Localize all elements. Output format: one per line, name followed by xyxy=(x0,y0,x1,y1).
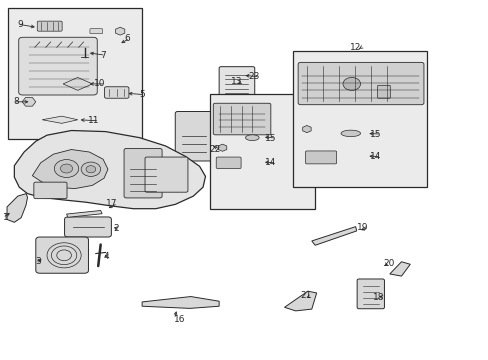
Circle shape xyxy=(61,164,73,173)
Text: 14: 14 xyxy=(264,158,276,167)
FancyBboxPatch shape xyxy=(34,182,67,199)
Polygon shape xyxy=(32,149,108,189)
Text: 19: 19 xyxy=(357,223,368,232)
FancyBboxPatch shape xyxy=(104,87,129,98)
Text: 20: 20 xyxy=(382,259,393,268)
Text: 2: 2 xyxy=(113,224,119,233)
Polygon shape xyxy=(42,116,78,123)
Text: 6: 6 xyxy=(124,34,130,43)
FancyBboxPatch shape xyxy=(124,148,162,198)
Ellipse shape xyxy=(340,130,360,136)
Polygon shape xyxy=(311,226,356,245)
Polygon shape xyxy=(66,211,102,217)
Text: 21: 21 xyxy=(299,291,311,300)
FancyBboxPatch shape xyxy=(219,67,254,99)
FancyBboxPatch shape xyxy=(356,279,384,309)
Text: 5: 5 xyxy=(139,90,145,99)
Circle shape xyxy=(81,162,101,176)
Text: 8: 8 xyxy=(13,97,19,106)
Text: 17: 17 xyxy=(106,199,118,208)
Polygon shape xyxy=(142,297,219,309)
FancyBboxPatch shape xyxy=(90,29,102,34)
Text: 4: 4 xyxy=(103,252,109,261)
FancyBboxPatch shape xyxy=(36,237,88,273)
FancyBboxPatch shape xyxy=(305,151,336,164)
FancyBboxPatch shape xyxy=(377,85,389,98)
Text: 12: 12 xyxy=(349,43,361,52)
Text: 18: 18 xyxy=(372,293,384,302)
Text: 10: 10 xyxy=(94,80,105,89)
Text: 15: 15 xyxy=(369,130,380,139)
Text: 23: 23 xyxy=(248,72,259,81)
Text: 1: 1 xyxy=(2,213,8,222)
Text: 22: 22 xyxy=(209,145,221,154)
FancyBboxPatch shape xyxy=(216,157,241,168)
Text: 11: 11 xyxy=(87,116,99,125)
Polygon shape xyxy=(389,262,409,276)
FancyBboxPatch shape xyxy=(175,112,213,161)
FancyBboxPatch shape xyxy=(213,103,270,135)
Polygon shape xyxy=(14,131,205,209)
FancyBboxPatch shape xyxy=(37,21,62,31)
Circle shape xyxy=(86,166,96,173)
FancyBboxPatch shape xyxy=(19,37,97,95)
Text: 14: 14 xyxy=(369,152,380,161)
Text: 15: 15 xyxy=(264,134,276,143)
Circle shape xyxy=(54,159,79,177)
Text: 13: 13 xyxy=(230,77,242,86)
Bar xyxy=(293,51,427,187)
FancyBboxPatch shape xyxy=(145,157,187,192)
Text: 3: 3 xyxy=(35,257,41,266)
FancyBboxPatch shape xyxy=(64,217,111,237)
Polygon shape xyxy=(284,291,316,311)
Ellipse shape xyxy=(245,135,259,140)
Text: 7: 7 xyxy=(100,51,105,60)
Polygon shape xyxy=(7,194,27,222)
Bar xyxy=(210,94,315,209)
Polygon shape xyxy=(63,77,92,90)
Text: 9: 9 xyxy=(17,19,23,28)
Text: 16: 16 xyxy=(174,315,185,324)
Bar xyxy=(8,8,142,139)
FancyBboxPatch shape xyxy=(298,62,423,105)
Circle shape xyxy=(342,77,360,90)
